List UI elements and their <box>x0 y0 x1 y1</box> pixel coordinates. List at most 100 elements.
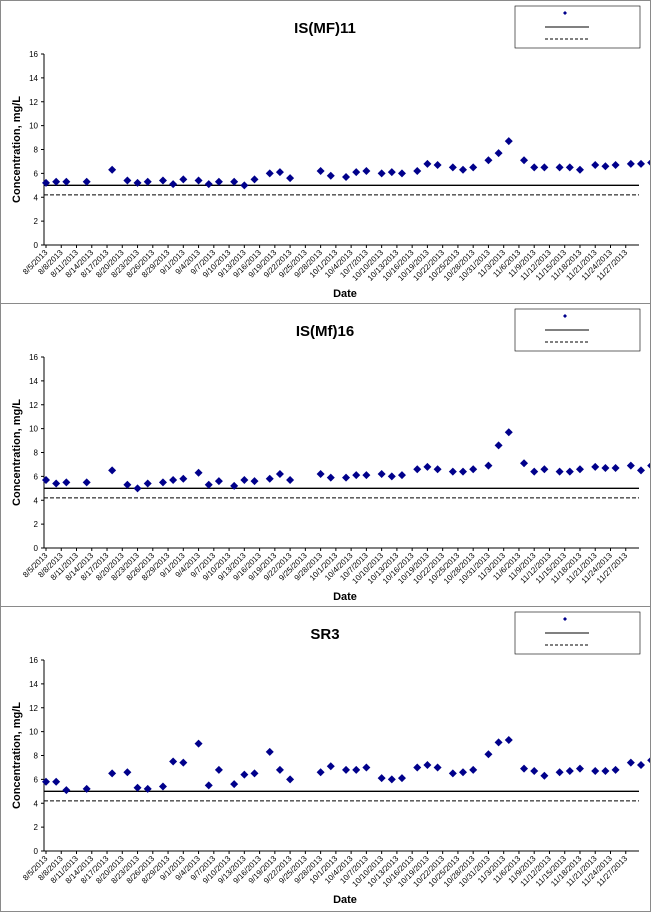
data-point <box>62 177 71 186</box>
data-point <box>520 156 529 165</box>
data-point <box>540 163 549 172</box>
x-axis-label: Date <box>333 591 357 603</box>
data-point <box>647 159 650 166</box>
data-point <box>575 465 584 474</box>
data-point <box>484 750 493 759</box>
data-point <box>459 768 468 777</box>
y-tick-label: 16 <box>29 353 38 362</box>
y-tick-label: 16 <box>29 50 38 59</box>
data-point <box>179 758 188 767</box>
data-point <box>82 478 91 487</box>
chart-title: IS(Mf)16 <box>296 323 354 340</box>
data-point <box>423 159 432 168</box>
y-tick-label: 8 <box>34 449 39 458</box>
chart-panel-2: IS(Mf)16 0 2 4 6 8 10 12 14 16 8/5/2013 8/8/2013 8/1… <box>1 304 650 607</box>
chart-title: IS(MF)11 <box>294 20 356 37</box>
data-point <box>611 765 620 774</box>
data-point <box>413 166 422 175</box>
data-series <box>42 428 650 493</box>
data-point <box>352 765 361 774</box>
data-point <box>565 467 574 476</box>
chart-title: SR3 <box>310 626 339 643</box>
data-point <box>108 165 117 174</box>
data-point <box>214 177 223 186</box>
y-tick-label: 0 <box>34 241 39 250</box>
data-point <box>647 462 650 469</box>
data-point <box>377 169 386 178</box>
data-point <box>591 462 600 471</box>
data-point <box>316 166 325 175</box>
data-point <box>62 786 71 795</box>
data-point <box>575 165 584 174</box>
y-tick-label: 16 <box>29 656 38 665</box>
chart-is-mf-16: IS(Mf)1602468101214168/5/20138/8/20138/1… <box>11 308 650 603</box>
data-point <box>42 178 50 187</box>
data-point <box>530 467 539 476</box>
data-point <box>504 428 513 437</box>
data-point <box>540 771 549 780</box>
data-point <box>82 177 91 186</box>
legend-marker-diamond <box>563 11 567 15</box>
y-tick-label: 2 <box>34 520 39 529</box>
data-point <box>179 175 188 184</box>
data-point <box>342 473 351 482</box>
data-point <box>469 765 478 774</box>
data-point <box>591 767 600 776</box>
data-point <box>575 764 584 773</box>
data-point <box>169 180 178 189</box>
data-point <box>133 484 142 493</box>
data-point <box>362 166 371 175</box>
data-point <box>204 480 213 489</box>
data-point <box>555 163 564 172</box>
data-point <box>240 181 249 190</box>
data-point <box>240 770 249 779</box>
chart-panel-1: IS(MF)11 0 2 4 6 8 10 12 14 16 8/5/2013 8/8/2013 8/1… <box>1 1 650 304</box>
data-point <box>494 738 503 747</box>
data-point <box>647 757 650 764</box>
data-series <box>42 735 650 795</box>
data-point <box>387 168 396 177</box>
data-point <box>433 465 442 474</box>
data-point <box>194 468 203 477</box>
x-axis-label: Date <box>333 894 357 906</box>
legend-marker-diamond <box>563 617 567 621</box>
data-point <box>555 768 564 777</box>
data-point <box>158 478 167 487</box>
data-point <box>377 469 386 478</box>
data-point <box>413 763 422 772</box>
legend <box>514 611 641 655</box>
data-point <box>52 777 61 786</box>
y-tick-label: 14 <box>29 377 38 386</box>
data-point <box>326 473 335 482</box>
data-point <box>230 481 239 490</box>
y-tick-label: 4 <box>34 193 39 202</box>
data-point <box>52 177 61 186</box>
y-tick-label: 2 <box>34 217 39 226</box>
data-point <box>275 469 284 478</box>
legend <box>514 308 641 352</box>
data-point <box>423 462 432 471</box>
legend-marker-diamond <box>563 314 567 318</box>
data-point <box>230 177 239 186</box>
y-tick-label: 10 <box>29 425 38 434</box>
data-point <box>62 478 71 487</box>
y-axis-label: Concentration, mg/L <box>11 399 23 506</box>
data-point <box>342 765 351 774</box>
legend <box>514 5 641 49</box>
data-point <box>326 171 335 180</box>
data-point <box>265 747 274 756</box>
data-point <box>214 477 223 486</box>
data-point <box>601 767 610 776</box>
data-point <box>179 474 188 483</box>
data-point <box>611 161 620 170</box>
data-point <box>204 781 213 790</box>
data-point <box>484 461 493 470</box>
data-point <box>286 174 295 183</box>
data-point <box>362 763 371 772</box>
data-point <box>397 169 406 178</box>
data-point <box>387 472 396 481</box>
data-point <box>459 165 468 174</box>
data-point <box>42 777 50 786</box>
data-point <box>459 467 468 476</box>
data-point <box>484 156 493 165</box>
